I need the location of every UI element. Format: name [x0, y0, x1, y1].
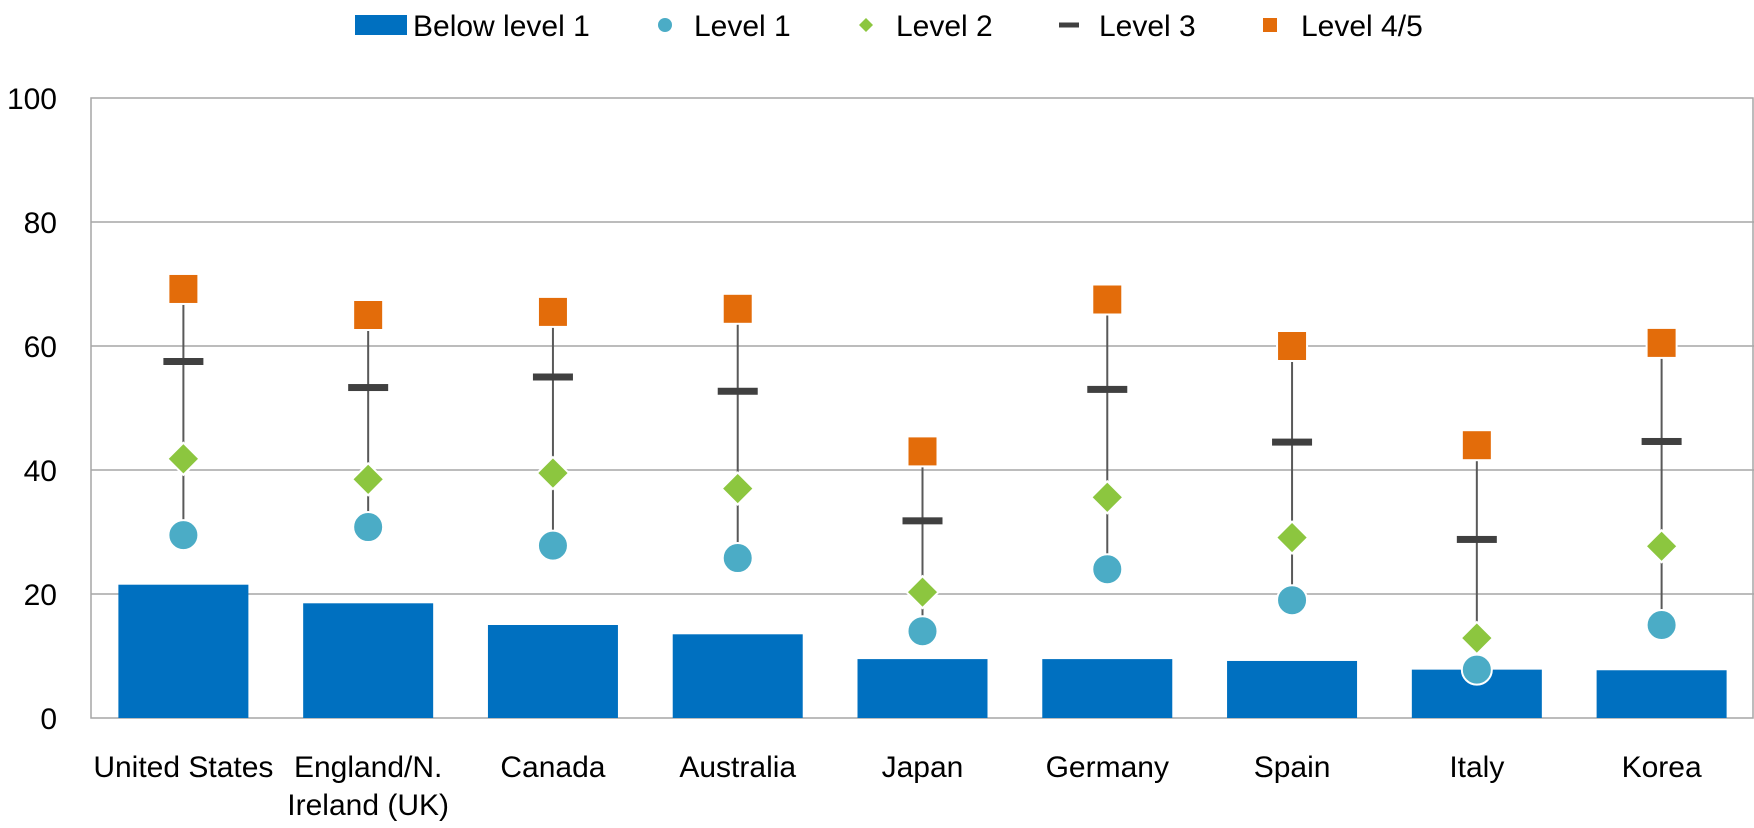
marker-level-1: [1460, 653, 1493, 686]
legend-swatch-circle: [658, 18, 672, 32]
marker-level-1: [1276, 584, 1309, 617]
legend-label: Level 3: [1099, 10, 1196, 43]
marker-level-1: [352, 511, 385, 544]
x-tick-label: Italy: [1449, 751, 1504, 784]
marker-level-1: [1645, 609, 1678, 641]
legend-swatch-square: [1263, 18, 1277, 32]
bars: [118, 584, 1727, 718]
marker-level-3: [717, 387, 758, 395]
y-tick-label: 80: [24, 207, 57, 240]
marker-level-2: [165, 441, 201, 477]
x-tick-label: United States: [93, 751, 273, 784]
marker-level-1: [536, 529, 569, 562]
y-tick-label: 20: [24, 579, 57, 612]
y-tick-label: 40: [24, 455, 57, 488]
legend-swatch-dash: [1059, 22, 1079, 28]
y-tick-label: 100: [7, 83, 57, 116]
marker-level-2: [350, 461, 386, 497]
marker-level-4-5: [1276, 330, 1309, 362]
bar-below-level-1: [1596, 670, 1727, 718]
marker-level-4-5: [1645, 326, 1678, 359]
y-tick-label: 0: [40, 703, 57, 736]
range-lines: [182, 288, 1663, 670]
legend-label: Level 4/5: [1301, 10, 1423, 43]
bar-below-level-1: [672, 634, 803, 718]
bar-below-level-1: [857, 659, 988, 718]
x-tick-label: Canada: [500, 751, 605, 784]
marker-level-4-5: [1091, 283, 1124, 316]
marker-level-3: [1272, 438, 1313, 446]
marker-level-3: [1456, 535, 1497, 543]
legend: Below level 1 Level 1 Level 2 Level 3 Level …: [355, 10, 1423, 43]
bar-below-level-1: [487, 625, 618, 718]
legend-label: Below level 1: [413, 10, 590, 43]
x-tick-label: Australia: [679, 751, 796, 784]
marker-level-3: [902, 517, 943, 525]
marker-level-4-5: [721, 292, 754, 325]
legend-item: Level 4/5: [1263, 10, 1423, 43]
legend-item: Below level 1: [355, 10, 590, 43]
bar-below-level-1: [118, 584, 249, 718]
x-tick-label: Japan: [882, 751, 964, 784]
marker-level-1: [906, 615, 939, 648]
marker-level-1: [167, 519, 200, 552]
marker-level-3: [1087, 385, 1128, 393]
bar-below-level-1: [1042, 659, 1173, 718]
markers: [163, 272, 1682, 686]
y-axis: 0 20 40 60 80 100: [7, 83, 57, 736]
legend-swatch-bar: [355, 15, 407, 35]
marker-level-2: [1274, 520, 1310, 555]
marker-level-4-5: [1460, 429, 1493, 462]
x-axis: United States England/N. Ireland (UK) Canad…: [93, 751, 1702, 822]
marker-level-3: [532, 373, 573, 381]
marker-level-4-5: [906, 435, 939, 468]
marker-level-2: [720, 471, 756, 507]
marker-level-3: [1641, 437, 1682, 445]
legend-label: Level 2: [896, 10, 993, 43]
legend-item: Level 3: [1059, 10, 1196, 43]
marker-level-3: [348, 384, 389, 392]
marker-level-4-5: [536, 295, 569, 328]
legend-swatch-diamond: [859, 18, 873, 32]
legend-item: Level 1: [658, 10, 791, 43]
bar-below-level-1: [303, 603, 434, 718]
marker-level-2: [1459, 620, 1495, 656]
marker-level-2: [1644, 528, 1680, 564]
marker-level-4-5: [167, 272, 200, 305]
bar-below-level-1: [1227, 660, 1358, 718]
marker-level-4-5: [352, 299, 385, 331]
x-tick-label: Korea: [1622, 751, 1702, 784]
x-tick-label: England/N. Ireland (UK): [287, 751, 449, 822]
x-tick-label: Germany: [1046, 751, 1169, 784]
marker-level-2: [535, 455, 571, 491]
x-tick-label: Spain: [1254, 751, 1331, 784]
legend-item: Level 2: [859, 10, 993, 43]
legend-label: Level 1: [694, 10, 791, 43]
marker-level-2: [905, 574, 940, 610]
marker-level-3: [163, 358, 204, 365]
marker-level-1: [721, 542, 754, 575]
y-tick-label: 60: [24, 331, 57, 364]
marker-level-2: [1089, 479, 1125, 515]
marker-level-1: [1091, 553, 1124, 586]
